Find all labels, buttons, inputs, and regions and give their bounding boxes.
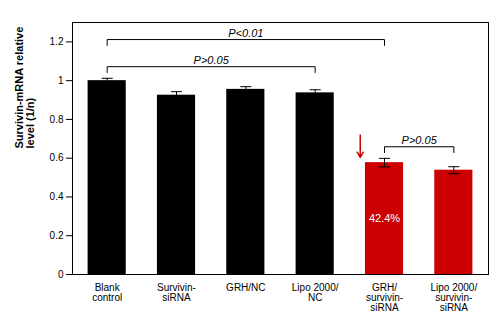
svg-text:0.2: 0.2 [50, 230, 64, 241]
svg-text:GRH/NC: GRH/NC [226, 282, 265, 293]
svg-text:0.6: 0.6 [50, 152, 64, 163]
svg-text:Survivin-siRNA: Survivin-siRNA [157, 282, 196, 303]
svg-text:0.4: 0.4 [50, 191, 64, 202]
svg-text:0: 0 [58, 269, 64, 280]
svg-text:1.2: 1.2 [50, 36, 64, 47]
svg-text:42.4%: 42.4% [369, 212, 400, 224]
svg-text:Blankcontrol: Blankcontrol [92, 282, 122, 303]
svg-text:GRH/survivin-siRNA: GRH/survivin-siRNA [366, 282, 403, 313]
svg-text:Survivin-mRNA relativelevel (1: Survivin-mRNA relativelevel (1/n) [13, 27, 36, 149]
svg-text:Lipo 2000/survivin-siRNA: Lipo 2000/survivin-siRNA [430, 282, 477, 313]
svg-text:Lipo 2000/NC: Lipo 2000/NC [292, 282, 339, 303]
svg-text:P>0.05: P>0.05 [194, 54, 230, 66]
svg-text:0.8: 0.8 [50, 114, 64, 125]
svg-text:1: 1 [58, 75, 64, 86]
svg-text:P<0.01: P<0.01 [228, 27, 263, 39]
svg-text:P>0.05: P>0.05 [402, 134, 438, 146]
